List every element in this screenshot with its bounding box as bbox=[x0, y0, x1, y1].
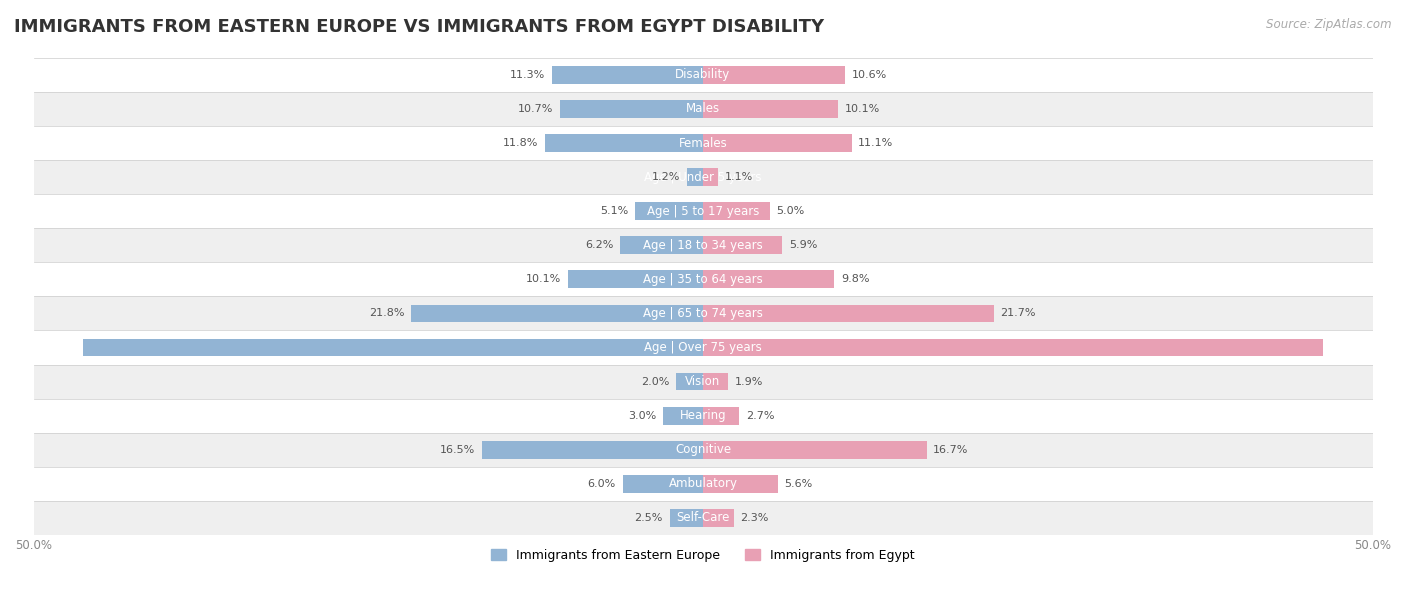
Bar bbox=[703, 441, 927, 458]
Text: 1.2%: 1.2% bbox=[652, 172, 681, 182]
Bar bbox=[703, 407, 740, 425]
FancyBboxPatch shape bbox=[34, 263, 1372, 296]
Text: Males: Males bbox=[686, 102, 720, 116]
Bar bbox=[620, 236, 703, 254]
Text: 2.0%: 2.0% bbox=[641, 376, 669, 387]
FancyBboxPatch shape bbox=[34, 330, 1372, 365]
Text: Age | 18 to 34 years: Age | 18 to 34 years bbox=[643, 239, 763, 252]
Text: Disability: Disability bbox=[675, 69, 731, 81]
Text: Vision: Vision bbox=[685, 375, 721, 388]
Bar bbox=[411, 305, 703, 323]
Bar bbox=[703, 271, 834, 288]
Text: 6.0%: 6.0% bbox=[588, 479, 616, 489]
Text: Age | Over 75 years: Age | Over 75 years bbox=[644, 341, 762, 354]
Text: 2.7%: 2.7% bbox=[745, 411, 775, 420]
Bar bbox=[703, 373, 728, 390]
Bar bbox=[568, 271, 703, 288]
FancyBboxPatch shape bbox=[34, 194, 1372, 228]
Text: 16.7%: 16.7% bbox=[934, 445, 969, 455]
Text: 2.5%: 2.5% bbox=[634, 513, 662, 523]
FancyBboxPatch shape bbox=[34, 398, 1372, 433]
FancyBboxPatch shape bbox=[34, 58, 1372, 92]
Text: 5.0%: 5.0% bbox=[776, 206, 804, 216]
Text: Ambulatory: Ambulatory bbox=[668, 477, 738, 490]
Text: 16.5%: 16.5% bbox=[440, 445, 475, 455]
Bar bbox=[546, 134, 703, 152]
Text: 11.3%: 11.3% bbox=[510, 70, 546, 80]
Bar bbox=[703, 66, 845, 84]
Bar bbox=[703, 338, 1323, 356]
Text: 11.1%: 11.1% bbox=[858, 138, 894, 148]
Text: 5.6%: 5.6% bbox=[785, 479, 813, 489]
Text: 10.6%: 10.6% bbox=[852, 70, 887, 80]
Bar bbox=[560, 100, 703, 118]
Bar bbox=[703, 203, 770, 220]
Bar bbox=[703, 509, 734, 527]
Bar bbox=[703, 134, 852, 152]
FancyBboxPatch shape bbox=[34, 501, 1372, 535]
Bar bbox=[662, 407, 703, 425]
Bar bbox=[551, 66, 703, 84]
Text: 5.1%: 5.1% bbox=[600, 206, 628, 216]
FancyBboxPatch shape bbox=[34, 160, 1372, 194]
FancyBboxPatch shape bbox=[34, 92, 1372, 126]
Text: 1.9%: 1.9% bbox=[735, 376, 763, 387]
Text: Hearing: Hearing bbox=[679, 409, 727, 422]
Bar bbox=[669, 509, 703, 527]
Text: 10.1%: 10.1% bbox=[845, 104, 880, 114]
Text: 21.7%: 21.7% bbox=[1000, 308, 1036, 318]
Text: Age | Under 5 years: Age | Under 5 years bbox=[644, 171, 762, 184]
Text: Females: Females bbox=[679, 136, 727, 149]
Bar bbox=[623, 475, 703, 493]
FancyBboxPatch shape bbox=[34, 296, 1372, 330]
Bar bbox=[83, 338, 703, 356]
Bar bbox=[688, 168, 703, 186]
Text: Self-Care: Self-Care bbox=[676, 512, 730, 524]
Bar bbox=[703, 100, 838, 118]
Bar bbox=[703, 168, 717, 186]
Text: 11.8%: 11.8% bbox=[503, 138, 538, 148]
Bar bbox=[482, 441, 703, 458]
Text: 9.8%: 9.8% bbox=[841, 274, 869, 285]
Bar bbox=[703, 475, 778, 493]
Bar bbox=[703, 305, 994, 323]
Text: 10.7%: 10.7% bbox=[517, 104, 553, 114]
Text: 3.0%: 3.0% bbox=[628, 411, 657, 420]
Text: Age | 65 to 74 years: Age | 65 to 74 years bbox=[643, 307, 763, 320]
Text: 5.9%: 5.9% bbox=[789, 241, 817, 250]
FancyBboxPatch shape bbox=[34, 467, 1372, 501]
Text: IMMIGRANTS FROM EASTERN EUROPE VS IMMIGRANTS FROM EGYPT DISABILITY: IMMIGRANTS FROM EASTERN EUROPE VS IMMIGR… bbox=[14, 18, 824, 36]
Text: Cognitive: Cognitive bbox=[675, 443, 731, 457]
Text: 21.8%: 21.8% bbox=[368, 308, 405, 318]
Text: Age | 35 to 64 years: Age | 35 to 64 years bbox=[643, 273, 763, 286]
Text: 2.3%: 2.3% bbox=[741, 513, 769, 523]
Text: 10.1%: 10.1% bbox=[526, 274, 561, 285]
Bar bbox=[703, 236, 782, 254]
Bar bbox=[634, 203, 703, 220]
Bar bbox=[676, 373, 703, 390]
Text: 1.1%: 1.1% bbox=[724, 172, 752, 182]
Text: Source: ZipAtlas.com: Source: ZipAtlas.com bbox=[1267, 18, 1392, 31]
Text: 6.2%: 6.2% bbox=[585, 241, 613, 250]
Text: Age | 5 to 17 years: Age | 5 to 17 years bbox=[647, 204, 759, 218]
Text: 46.3%: 46.3% bbox=[1326, 343, 1362, 353]
Text: 46.3%: 46.3% bbox=[44, 343, 80, 353]
FancyBboxPatch shape bbox=[34, 126, 1372, 160]
FancyBboxPatch shape bbox=[34, 365, 1372, 398]
FancyBboxPatch shape bbox=[34, 228, 1372, 263]
Legend: Immigrants from Eastern Europe, Immigrants from Egypt: Immigrants from Eastern Europe, Immigran… bbox=[486, 544, 920, 567]
FancyBboxPatch shape bbox=[34, 433, 1372, 467]
